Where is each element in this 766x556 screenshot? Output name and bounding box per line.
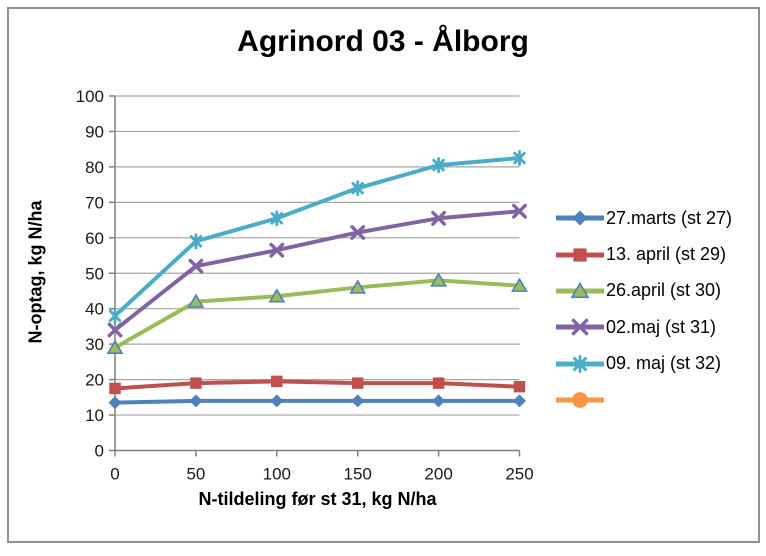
legend-label: 13. april (st 29): [606, 244, 727, 265]
legend-marker-diamond-icon: [556, 210, 604, 226]
svg-text:0: 0: [95, 442, 104, 461]
svg-text:20: 20: [85, 371, 104, 390]
svg-text:40: 40: [85, 300, 104, 319]
svg-text:70: 70: [85, 193, 104, 212]
legend-item: [556, 382, 732, 418]
legend: 27.marts (st 27) 13. april (st 29) 26.ap…: [556, 200, 732, 418]
legend-marker-circle-icon: [556, 392, 604, 409]
legend-label: 09. maj (st 32): [606, 353, 722, 374]
legend-marker-asterisk-icon: [556, 354, 604, 373]
x-axis-title: N-tildeling før st 31, kg N/ha: [198, 489, 437, 509]
y-axis-title: N-optag, kg N/ha: [25, 200, 46, 344]
legend-marker-triangle-icon: [556, 281, 604, 299]
legend-label: 02.maj (st 31): [606, 316, 717, 337]
legend-item: 13. april (st 29): [556, 236, 732, 272]
svg-text:100: 100: [76, 87, 104, 106]
legend-label: 26.april (st 30): [606, 280, 722, 301]
svg-text:90: 90: [85, 122, 104, 141]
svg-text:250: 250: [505, 465, 533, 484]
legend-item: 26.april (st 30): [556, 273, 732, 309]
legend-item: 09. maj (st 32): [556, 346, 732, 382]
svg-text:80: 80: [85, 158, 104, 177]
svg-text:10: 10: [85, 406, 104, 425]
svg-text:150: 150: [344, 465, 372, 484]
svg-text:0: 0: [110, 465, 119, 484]
svg-text:30: 30: [85, 335, 104, 354]
svg-text:200: 200: [424, 465, 452, 484]
legend-item: 27.marts (st 27): [556, 200, 732, 236]
legend-marker-x-icon: [556, 319, 604, 336]
svg-text:50: 50: [85, 264, 104, 283]
chart-title: Agrinord 03 - Ålborg: [237, 25, 529, 58]
legend-item: 02.maj (st 31): [556, 309, 732, 345]
legend-marker-square-icon: [556, 247, 604, 262]
legend-label: 27.marts (st 27): [606, 207, 733, 228]
svg-text:50: 50: [186, 465, 205, 484]
svg-text:100: 100: [263, 465, 291, 484]
svg-text:60: 60: [85, 229, 104, 248]
